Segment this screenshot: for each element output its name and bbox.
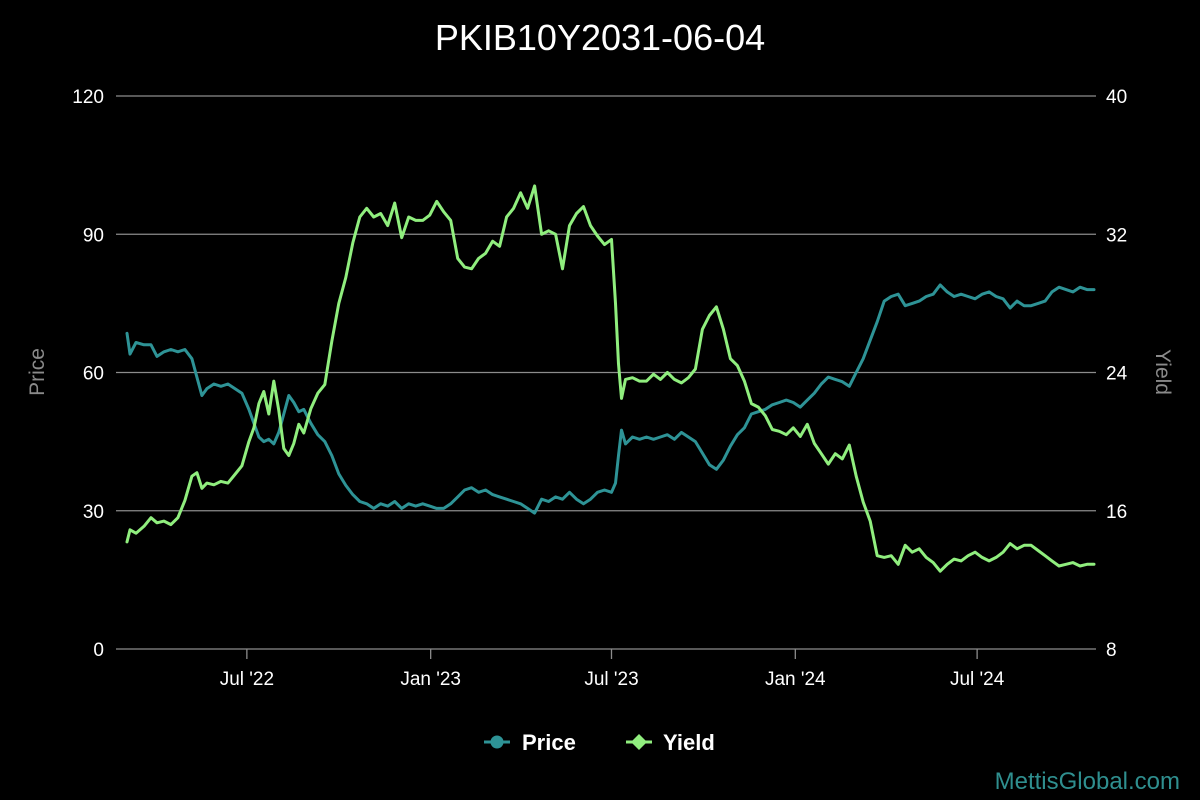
y-right-tick-label: 24 [1106, 364, 1128, 385]
series-lines [125, 184, 1096, 573]
y-right-tick-label: 40 [1106, 87, 1127, 108]
x-axis: Jul '22 Jan '23 Jul '23 Jan '24 Jul '24 [220, 649, 1005, 690]
x-tick-label: Jul '22 [220, 669, 274, 690]
legend[interactable]: Price Yield [484, 730, 715, 755]
y-axis-left-title: Price [26, 348, 49, 396]
legend-label: Price [522, 730, 576, 755]
y-left-tick-label: 90 [83, 225, 104, 246]
y-left-tick-label: 60 [83, 364, 104, 385]
legend-item-yield[interactable]: Yield [626, 730, 715, 755]
y-right-tick-label: 32 [1106, 225, 1127, 246]
x-tick-label: Jul '24 [950, 669, 1005, 690]
credit-link[interactable]: MettisGlobal.com [995, 768, 1180, 795]
x-tick-label: Jan '24 [765, 669, 826, 690]
y-axis-right-title: Yield [1151, 349, 1174, 395]
x-tick-label: Jan '23 [400, 669, 461, 690]
legend-item-price[interactable]: Price [484, 730, 576, 755]
y-left-tick-label: 0 [93, 640, 104, 661]
series-line-yield [125, 184, 1096, 573]
y-left-tick-label: 120 [72, 87, 104, 108]
y-axis-left: 0 30 60 90 120 [72, 87, 104, 661]
y-right-tick-label: 16 [1106, 502, 1127, 523]
legend-circle-marker [490, 735, 504, 749]
y-left-tick-label: 30 [83, 502, 104, 523]
legend-label: Yield [663, 730, 715, 755]
gridlines [116, 95, 1096, 650]
y-right-tick-label: 8 [1106, 640, 1117, 661]
chart-title: PKIB10Y2031-06-04 [435, 17, 765, 58]
series-line-price [125, 283, 1096, 515]
legend-diamond-marker [631, 734, 647, 750]
x-tick-label: Jul '23 [584, 669, 638, 690]
y-axis-right: 8 16 24 32 40 [1106, 87, 1128, 661]
